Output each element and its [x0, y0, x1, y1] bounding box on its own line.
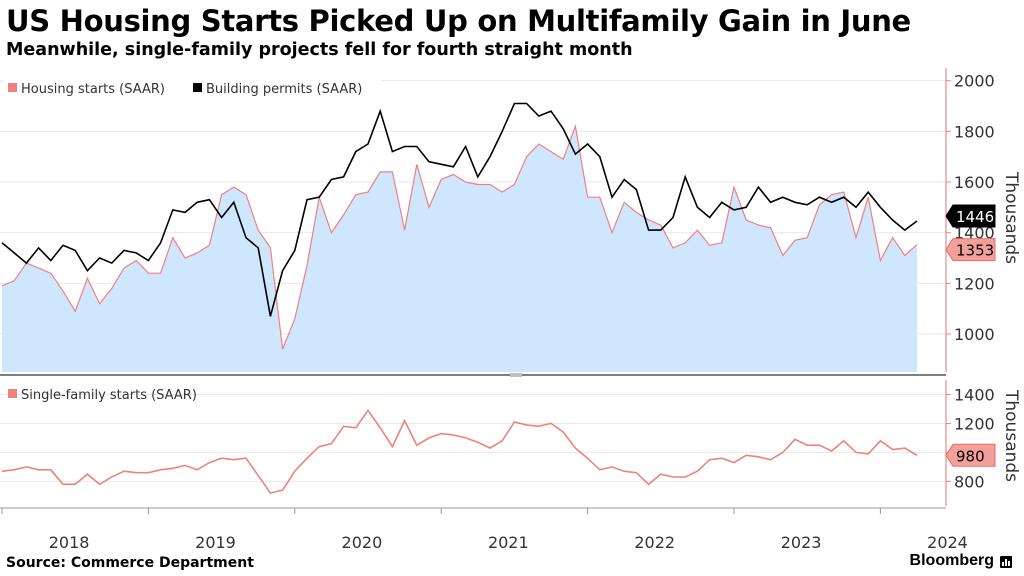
- top-y-tick-label: 2000: [954, 72, 995, 91]
- x-tick-label: 2020: [342, 533, 383, 552]
- legend-label-building-permits: Building permits (SAAR): [206, 82, 362, 97]
- bottom-legend: Single-family starts (SAAR): [8, 388, 197, 403]
- starts-last-value-badge-text: 1353: [956, 242, 994, 260]
- top-y-tick-label: 1000: [954, 325, 995, 344]
- bottom-y-tick-label: 1400: [954, 385, 995, 404]
- chart-title: US Housing Starts Picked Up on Multifami…: [6, 4, 911, 38]
- bottom-y-tick-label: 1200: [954, 414, 995, 433]
- top-y-axis-label: Thousands: [1001, 171, 1021, 264]
- permits-last-value-badge-text: 1446: [956, 208, 994, 226]
- x-tick-label: 2021: [488, 533, 529, 552]
- chart-subtitle: Meanwhile, single-family projects fell f…: [6, 40, 633, 60]
- legend-label-single-family: Single-family starts (SAAR): [21, 388, 197, 403]
- bottom-y-tick-label: 800: [954, 472, 985, 491]
- single-family-starts-line: [1, 409, 918, 494]
- starts-last-value-badge: 1353: [945, 238, 996, 262]
- legend-swatch-housing-starts: [8, 83, 17, 92]
- top-y-tick-label: 1600: [954, 173, 995, 192]
- housing-starts-line: [1, 123, 918, 350]
- scroll-handle: [510, 373, 522, 377]
- bottom-panel-gridlines: [0, 393, 946, 482]
- single-family-last-value-badge-text: 980: [956, 447, 985, 465]
- source-note: Source: Commerce Department: [6, 555, 254, 571]
- housing-starts-area: [2, 126, 917, 372]
- bottom-y-axis-label: Thousands: [1001, 389, 1021, 482]
- bloomberg-chart-icon: [1000, 556, 1012, 568]
- top-y-tick-label: 1200: [954, 274, 995, 293]
- building-permits-line: [1, 102, 918, 317]
- brand-logo: Bloomberg: [909, 552, 994, 569]
- bottom-panel-y-axis: 800100012001400Thousands980: [945, 380, 1021, 506]
- top-legend: Housing starts (SAAR) Building permits (…: [3, 77, 381, 99]
- x-tick-label: 2023: [781, 533, 822, 552]
- top-y-tick-label: 1800: [954, 122, 995, 141]
- x-axis-ticks: 2018 2019 2020 2021 2022 2023 2024: [1, 508, 968, 552]
- permits-last-value-badge: 1446: [945, 204, 996, 228]
- top-panel-y-axis: 1000 1200 1400 1600 1800 2000 Thousands 1446 135…: [945, 68, 1021, 372]
- x-tick-label: 2024: [927, 533, 968, 552]
- top-y-tick-label: 1400: [954, 224, 995, 243]
- legend-swatch-building-permits: [193, 83, 202, 92]
- x-tick-label: 2019: [195, 533, 236, 552]
- x-tick-label: 2018: [49, 533, 90, 552]
- legend-swatch-single-family: [8, 389, 17, 398]
- x-tick-label: 2022: [634, 533, 675, 552]
- single-family-last-value-badge: 980: [945, 443, 996, 467]
- legend-label-housing-starts: Housing starts (SAAR): [21, 82, 165, 97]
